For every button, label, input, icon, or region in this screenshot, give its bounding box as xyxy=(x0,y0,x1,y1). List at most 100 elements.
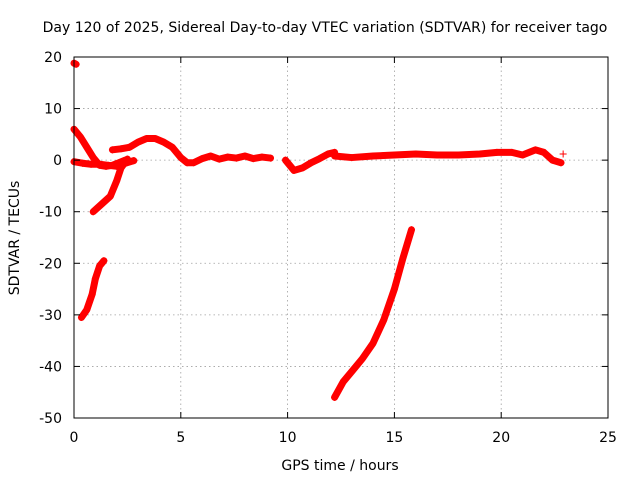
data-point xyxy=(476,150,484,158)
y-tick-label: -30 xyxy=(39,308,62,324)
series-sat-f xyxy=(108,134,275,167)
series-track xyxy=(77,257,108,321)
y-tick-label: -10 xyxy=(39,205,62,221)
data-point xyxy=(117,164,125,172)
plot-frame xyxy=(73,56,609,419)
data-point xyxy=(76,133,84,141)
x-tick-label: 0 xyxy=(70,430,79,446)
data-point xyxy=(324,150,332,158)
data-point xyxy=(83,306,91,314)
data-point xyxy=(88,290,96,298)
data-point xyxy=(493,148,501,156)
data-point xyxy=(380,316,388,324)
series-sat-g xyxy=(281,148,339,174)
data-point xyxy=(299,164,307,172)
data-point xyxy=(79,159,87,167)
data-point xyxy=(508,148,516,156)
y-tick-label: -40 xyxy=(39,359,62,375)
data-point xyxy=(224,153,232,161)
data-point xyxy=(559,150,567,158)
data-point xyxy=(183,159,191,167)
data-point xyxy=(267,154,275,162)
x-tick-label: 5 xyxy=(176,430,185,446)
data-point xyxy=(134,138,142,146)
data-point xyxy=(390,285,398,293)
data-point xyxy=(358,355,366,363)
data-point xyxy=(87,160,95,168)
data-point xyxy=(130,157,138,165)
data-point xyxy=(249,155,257,163)
series-track xyxy=(331,226,415,401)
series-sat-d xyxy=(89,155,131,216)
data-point xyxy=(96,262,104,270)
data-point xyxy=(307,159,315,167)
series-track xyxy=(331,146,565,167)
data-point xyxy=(91,275,99,283)
chart-title: Day 120 of 2025, Sidereal Day-to-day VTE… xyxy=(43,20,608,36)
data-point xyxy=(207,152,215,160)
data-point xyxy=(281,156,289,164)
data-point xyxy=(100,257,108,265)
data-point xyxy=(215,155,223,163)
data-point xyxy=(104,161,112,169)
y-tick-label: -20 xyxy=(39,256,62,272)
data-point xyxy=(433,151,441,159)
data-point xyxy=(77,313,85,321)
series-sat-j xyxy=(559,150,567,158)
data-point xyxy=(557,159,565,167)
data-point xyxy=(241,152,249,160)
data-point xyxy=(83,143,91,151)
data-point xyxy=(399,254,407,262)
data-point xyxy=(151,134,159,142)
data-point xyxy=(113,177,121,185)
data-point xyxy=(117,145,125,153)
data-point xyxy=(258,153,266,161)
data-point xyxy=(412,150,420,158)
grid-lines xyxy=(74,57,608,418)
data-point xyxy=(89,208,97,216)
data-point xyxy=(316,155,324,163)
data-point xyxy=(548,156,556,164)
data-point xyxy=(108,146,116,154)
x-tick-label: 10 xyxy=(279,430,297,446)
data-point xyxy=(106,192,114,200)
series-track xyxy=(281,148,339,174)
data-point xyxy=(390,151,398,159)
data-point xyxy=(290,166,298,174)
x-tick-label: 20 xyxy=(492,430,510,446)
data-point xyxy=(198,155,206,163)
data-point xyxy=(540,148,548,156)
y-tick-label: -50 xyxy=(39,411,62,427)
data-point xyxy=(89,154,97,162)
y-axis-label: SDTVAR / TECUs xyxy=(7,181,23,296)
data-point xyxy=(98,200,106,208)
data-point xyxy=(369,152,377,160)
data-point xyxy=(232,154,240,162)
data-point xyxy=(143,134,151,142)
series-sat-i xyxy=(331,226,415,401)
data-point xyxy=(190,159,198,167)
data-point xyxy=(348,368,356,376)
series-track xyxy=(89,155,131,216)
data-point xyxy=(168,143,176,151)
data-points xyxy=(70,59,567,401)
data-point xyxy=(123,155,131,163)
data-point xyxy=(531,146,539,154)
series-sat-h xyxy=(331,146,565,167)
data-point xyxy=(177,154,185,162)
data-point xyxy=(126,143,134,151)
x-tick-label: 15 xyxy=(385,430,403,446)
data-point xyxy=(348,154,356,162)
data-point xyxy=(331,152,339,160)
y-tick-label: 10 xyxy=(44,102,62,118)
y-tick-label: 0 xyxy=(53,153,62,169)
series-sat-a xyxy=(70,59,80,68)
data-point xyxy=(454,151,462,159)
x-axis-label: GPS time / hours xyxy=(281,458,398,474)
data-point xyxy=(331,393,339,401)
data-point xyxy=(407,226,415,234)
data-point xyxy=(339,378,347,386)
series-sat-e xyxy=(77,257,108,321)
axis-ticks: 0 5 10 15 20 25 20 10 0 -10 -20 -30 -40 -50 xyxy=(39,50,617,446)
